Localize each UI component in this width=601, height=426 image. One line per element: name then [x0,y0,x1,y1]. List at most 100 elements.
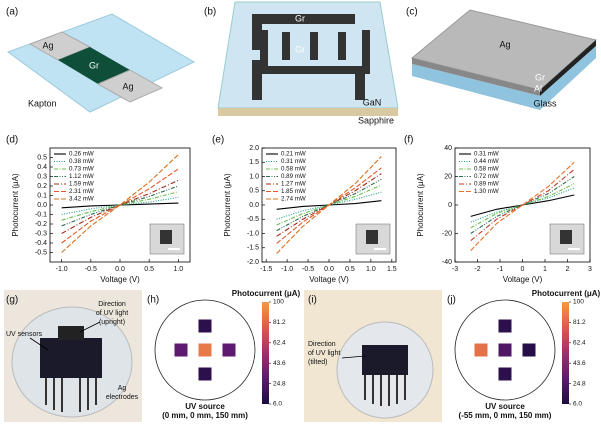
photo-annotation: UV sensors [6,331,43,338]
panel-label: (e) [212,135,224,146]
series-line [470,194,575,217]
x-axis-label: Voltage (V) [100,275,140,284]
y-tick-label: -1.0 [247,230,259,237]
pointer [29,337,49,351]
y-tick-label: 0.1 [37,192,47,199]
legend-label: 0.73 mW [69,166,94,173]
photo-annotation: (upright) [99,319,125,326]
pointer [79,321,101,333]
y-tick-label: -40 [442,259,452,266]
panel-label: (d) [6,135,18,146]
layer-label: Glass [533,98,557,108]
x-tick-label: 1.0 [173,266,183,273]
pointer [341,355,366,359]
x-tick-label: 0.0 [115,266,125,273]
photo-i [304,290,442,422]
layer-label: GaN [363,97,382,107]
y-tick-label: 1.0 [249,173,259,180]
legend-label: 0.72 mW [474,173,499,180]
colorbar-tick-label: 43.6 [273,360,286,367]
x-tick-label: -1.0 [56,266,68,273]
series-line [61,185,179,227]
scale-bar [168,248,180,250]
legend-label: 1.30 mW [474,188,499,195]
y-tick-label: -0.4 [35,240,47,247]
x-tick-label: 2 [566,266,570,273]
x-tick-label: 1 [543,266,547,273]
series-line [61,179,179,234]
layer-label: Ag [499,39,510,49]
y-tick-label: 2.0 [249,145,259,152]
legend-label: 1.59 mW [69,181,94,188]
device [58,326,84,340]
x-tick-label: 0.0 [324,266,334,273]
colorbar-tick-label: 81.2 [573,319,586,326]
layer-label: Ag [42,40,53,50]
heat-cell [498,319,512,333]
legend-label: 0.89 mW [474,181,499,188]
legend-label: 0.89 mW [281,173,306,180]
x-tick-label: -1.5 [260,266,272,273]
y-tick-label: 0.4 [37,164,47,171]
series-line [276,156,382,254]
colorbar-tick-label: 62.4 [273,340,286,347]
panel-label: (h) [147,295,159,306]
legend-label: 0.58 mW [281,166,306,173]
x-axis-label: UV source [185,402,225,411]
y-tick-label: -0.3 [35,230,47,237]
colorbar-tick-label: 62.4 [573,340,586,347]
glass-layer [412,46,596,110]
colorbar-label: Photocurrent (μA) [232,289,301,298]
y-tick-label: 0.5 [37,154,47,161]
panel-label: (b) [204,7,216,18]
x-tick-label: -0.5 [85,266,97,273]
x-tick-label: 3 [588,266,592,273]
y-axis-label: Photocurrent (μA) [416,173,425,237]
x-tick-label: 1.0 [366,266,376,273]
y-tick-label: -0.5 [247,216,259,223]
electrodes [364,375,406,406]
colorbar [562,302,569,404]
series-line [470,176,575,234]
colorbar-tick-label: 24.8 [573,380,586,387]
legend-label: 0.58 mW [474,166,499,173]
heat-cell [498,367,512,381]
colorbar-tick-label: 6.0 [573,401,582,408]
colorbar-label: Photocurrent (μA) [532,289,601,298]
y-tick-label: 0.0 [249,202,259,209]
heat-cell [474,343,488,357]
photo-annotation: Direction [98,301,126,308]
photo-annotation: electrodes [106,394,139,401]
layer-label: Kapton [28,98,57,108]
photo-annotation: Direction [308,341,336,348]
colorbar-tick-label: 43.6 [573,360,586,367]
x-axis-label: Voltage (V) [503,275,543,284]
y-tick-label: -1.5 [247,245,259,252]
x-tick-label: -2 [474,266,480,273]
y-axis-label: Photocurrent (μA) [223,173,232,237]
series-line [61,168,179,244]
layer-label: Gr [89,60,99,70]
electrodes [45,378,97,412]
layer-label: Ag [122,81,133,91]
graphene [58,47,130,84]
illustration-a: (a) Ag Gr Ag Kapton [6,7,196,113]
y-tick-label: 1.5 [249,159,259,166]
device [362,345,408,375]
panel-label: (j) [447,295,456,306]
colorbar-tick-label: 100 [573,299,584,306]
inset-device [366,230,378,244]
y-tick-label: -0.2 [35,221,47,228]
y-tick-label: 0.2 [37,183,47,190]
photo-annotation: of UV light [308,350,340,357]
heat-cell [498,343,512,357]
heat-cell [198,319,212,333]
layer-label: Gr [535,72,545,82]
scale-bar [374,248,386,250]
panel-label: (g) [6,295,18,306]
x-axis-label: Voltage (V) [309,275,349,284]
colorbar-tick-label: 6.0 [273,401,282,408]
x-tick-label: -1.0 [281,266,293,273]
colorbar-tick-label: 81.2 [273,319,286,326]
